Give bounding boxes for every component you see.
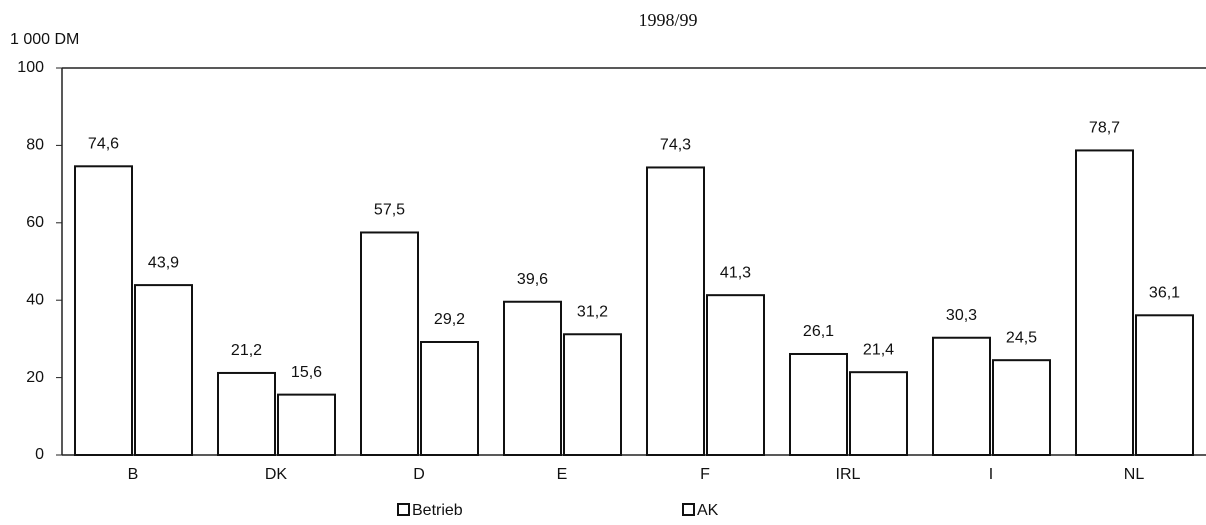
bar [1075,149,1134,456]
chart-title: 1998/99 [638,10,697,30]
y-axis-label: 1 000 DM [10,31,79,48]
data-label: 29,2 [434,311,465,328]
bar [134,284,193,456]
legend-swatch [682,503,695,516]
bar [849,371,908,457]
bar [217,371,276,456]
bar [932,336,991,457]
x-tick-label: IRL [836,466,861,483]
data-label: 15,6 [291,364,322,381]
data-label: 57,5 [374,202,405,219]
data-label: 74,6 [88,136,119,153]
x-tick-label: NL [1124,466,1145,483]
x-tick-label: E [557,466,568,483]
x-tick-label: D [413,466,425,483]
data-label: 21,2 [231,342,262,359]
legend-label: Betrieb [412,502,463,519]
data-label: 74,3 [660,137,691,154]
data-label: 31,2 [577,303,608,320]
data-label: 78,7 [1089,120,1120,137]
legend-swatch [397,503,410,516]
x-tick-label: DK [265,466,288,483]
bar [360,231,419,456]
y-tick-label: 20 [26,369,44,386]
bar [646,166,705,456]
bar [74,165,133,456]
y-tick-label: 100 [17,59,44,76]
x-tick-label: B [128,466,139,483]
x-tick-label: I [989,466,993,483]
data-label: 36,1 [1149,285,1180,302]
y-tick-label: 0 [35,446,44,463]
data-label: 26,1 [803,323,834,340]
bar [277,393,336,456]
data-label: 41,3 [720,264,751,281]
data-label: 21,4 [863,341,894,358]
bar [563,333,622,457]
y-tick-label: 60 [26,214,44,231]
bar [789,352,848,457]
bar [992,359,1051,456]
y-tick-label: 80 [26,137,44,154]
data-label: 39,6 [517,271,548,288]
legend-label: AK [697,502,719,519]
bar [420,340,479,456]
x-tick-label: F [700,466,710,483]
data-label: 30,3 [946,307,977,324]
bar [1135,314,1194,456]
y-tick-label: 40 [26,291,44,308]
bar [706,294,765,456]
data-label: 24,5 [1006,329,1037,346]
bar [503,300,562,456]
data-label: 43,9 [148,254,179,271]
